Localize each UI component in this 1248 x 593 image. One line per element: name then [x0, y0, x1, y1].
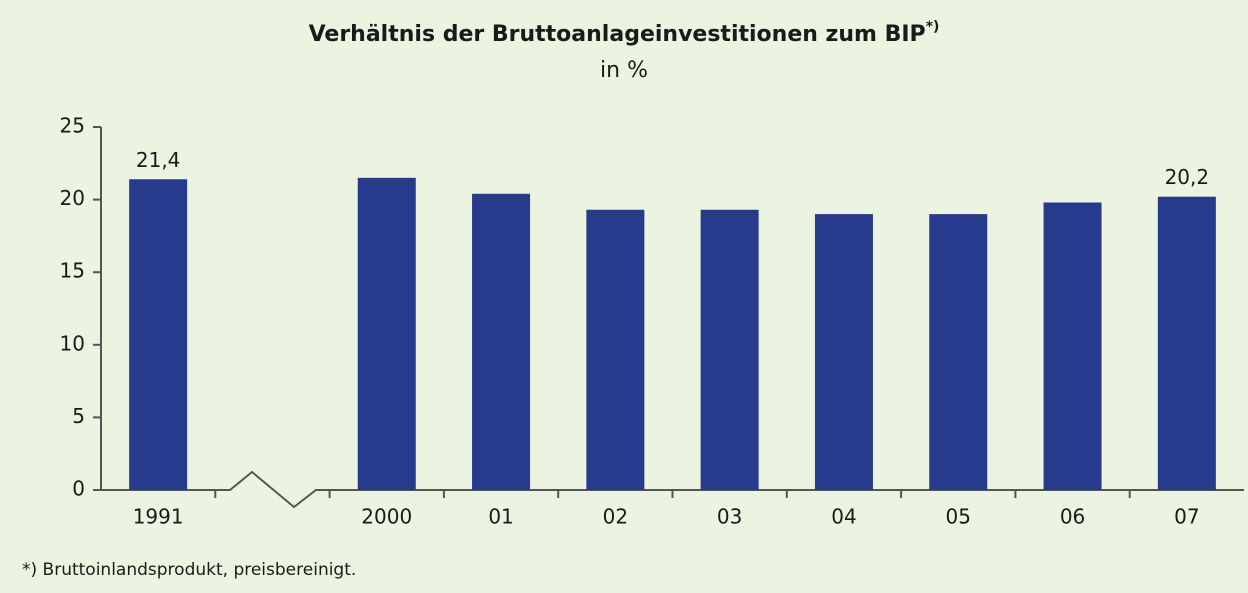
x-tick-label: 07	[1174, 505, 1199, 529]
y-tick-label: 5	[72, 404, 85, 428]
value-label: 20,2	[1165, 165, 1210, 189]
x-tick-label: 2000	[361, 505, 412, 529]
chart-title: Verhältnis der Bruttoanlageinvestitionen…	[309, 19, 940, 47]
y-tick-label: 10	[60, 331, 85, 355]
y-tick-label: 15	[60, 259, 85, 283]
title-note: *)	[926, 19, 940, 35]
footnote: *) Bruttoinlandsprodukt, preisbereinigt.	[22, 560, 356, 580]
y-tick-label: 0	[72, 477, 85, 501]
bar	[586, 209, 645, 490]
x-tick-label: 02	[603, 505, 628, 529]
bar	[1043, 202, 1102, 490]
bar	[929, 214, 988, 490]
axis-break	[215, 470, 330, 509]
y-tick-label: 25	[60, 114, 85, 138]
value-label: 21,4	[136, 148, 181, 172]
x-tick-label: 01	[488, 505, 513, 529]
bar	[472, 193, 531, 491]
x-tick-label: 03	[717, 505, 742, 529]
x-tick-label: 05	[946, 505, 971, 529]
chart-subtitle: in %	[600, 58, 648, 83]
x-tick-label: 1991	[133, 505, 184, 529]
bar	[357, 177, 416, 490]
bar	[129, 179, 188, 490]
x-tick-label: 04	[831, 505, 856, 529]
bar	[814, 214, 873, 490]
x-tick-label: 06	[1060, 505, 1085, 529]
bar	[1157, 196, 1216, 491]
title-text: Verhältnis der Bruttoanlageinvestitionen…	[309, 22, 926, 47]
y-tick-label: 20	[60, 186, 85, 210]
bar	[700, 209, 759, 490]
